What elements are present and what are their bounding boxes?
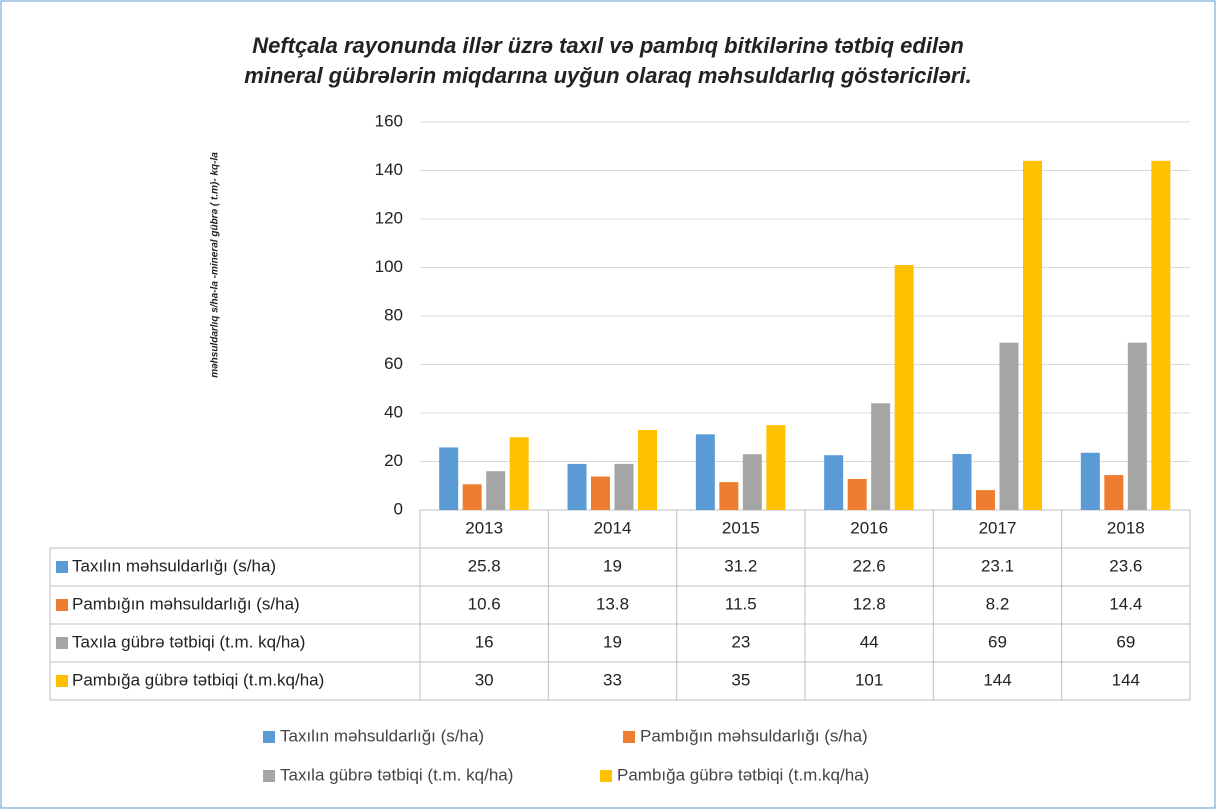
table-cell: 23 [731, 632, 750, 651]
bar [952, 453, 972, 510]
table-row-label: Taxıla gübrə tətbiqi (t.m. kq/ha) [72, 632, 305, 651]
legend-swatch [263, 731, 275, 743]
table-cell: 11.5 [725, 594, 757, 613]
table-cell: 69 [988, 632, 1007, 651]
table-cell: 31.2 [724, 556, 757, 575]
y-tick-label: 160 [375, 111, 403, 130]
y-tick-label: 0 [394, 499, 403, 518]
legend-swatch [600, 770, 612, 782]
table-cell: 101 [855, 670, 883, 689]
table-row-label: Taxılın məhsuldarlığı (s/ha) [72, 556, 276, 575]
bar [1023, 160, 1042, 511]
bar [614, 463, 634, 510]
chart-title: Neftçala rayonunda illər üzrə taxıl və p… [252, 33, 964, 58]
bar [871, 403, 891, 510]
table-cell: 23.6 [1109, 556, 1142, 575]
table-cell: 12.8 [853, 594, 886, 613]
table-swatch [56, 637, 68, 649]
bar [638, 429, 657, 510]
y-tick-label: 40 [384, 402, 403, 421]
table-cell: 8.2 [986, 594, 1010, 613]
x-tick-label: 2018 [1107, 518, 1145, 537]
bar [1104, 475, 1124, 510]
bar [695, 434, 715, 510]
x-tick-label: 2014 [594, 518, 632, 537]
table-cell: 19 [603, 556, 622, 575]
table-cell: 30 [475, 670, 494, 689]
chart-title: mineral gübrələrin miqdarına uyğun olara… [244, 63, 971, 88]
bar [1127, 342, 1147, 510]
table-cell: 16 [475, 632, 494, 651]
bar [719, 482, 739, 510]
table-cell: 35 [731, 670, 750, 689]
bar [1080, 452, 1100, 510]
bar [1151, 160, 1171, 511]
y-axis-label: məhsuldarlıq s/ha-la -mineral gübrə ( t.… [210, 152, 221, 378]
x-tick-label: 2017 [979, 518, 1017, 537]
y-tick-label: 120 [375, 208, 403, 227]
bar [976, 490, 995, 510]
y-tick-label: 20 [384, 451, 403, 470]
table-cell: 25.8 [468, 556, 501, 575]
legend-swatch [263, 770, 275, 782]
x-tick-label: 2015 [722, 518, 760, 537]
bar [439, 447, 459, 510]
table-cell: 10.6 [468, 594, 501, 613]
legend-label: Taxılın məhsuldarlığı (s/ha) [280, 726, 484, 745]
table-cell: 33 [603, 670, 622, 689]
bar [824, 455, 844, 510]
bar [742, 454, 762, 510]
table-swatch [56, 675, 68, 687]
bar [567, 463, 587, 510]
y-tick-label: 140 [375, 160, 403, 179]
bar [591, 476, 610, 510]
table-swatch [56, 599, 68, 611]
table-row-label: Pambığa gübrə tətbiqi (t.m.kq/ha) [72, 670, 324, 689]
bar [462, 484, 482, 510]
table-cell: 19 [603, 632, 622, 651]
bar [509, 437, 529, 510]
bar [894, 265, 914, 510]
legend-label: Pambığa gübrə tətbiqi (t.m.kq/ha) [617, 765, 869, 784]
x-tick-label: 2016 [850, 518, 888, 537]
table-cell: 144 [983, 670, 1011, 689]
table-cell: 144 [1112, 670, 1140, 689]
bar [766, 425, 786, 510]
y-tick-label: 100 [375, 257, 403, 276]
y-tick-label: 80 [384, 305, 403, 324]
table-cell: 13.8 [596, 594, 629, 613]
table-cell: 23.1 [981, 556, 1014, 575]
bar [486, 471, 506, 510]
table-cell: 44 [860, 632, 879, 651]
table-cell: 69 [1116, 632, 1135, 651]
table-row-label: Pambığın məhsuldarlığı (s/ha) [72, 594, 300, 613]
legend-swatch [623, 731, 635, 743]
table-cell: 22.6 [853, 556, 886, 575]
bar [847, 478, 867, 510]
table-cell: 14.4 [1109, 594, 1142, 613]
table-swatch [56, 561, 68, 573]
x-tick-label: 2013 [465, 518, 503, 537]
legend-label: Taxıla gübrə tətbiqi (t.m. kq/ha) [280, 765, 513, 784]
legend-label: Pambığın məhsuldarlığı (s/ha) [640, 726, 868, 745]
y-tick-label: 60 [384, 354, 403, 373]
bar [999, 342, 1019, 510]
